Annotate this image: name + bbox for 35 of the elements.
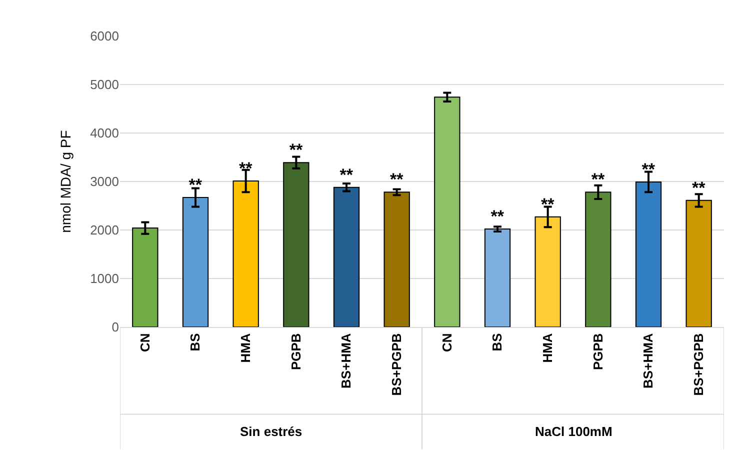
data-label: ** — [490, 207, 504, 226]
x-tick-label: BS+PGPB — [691, 333, 706, 396]
y-tick-label: 0 — [112, 320, 119, 335]
x-tick-label: BS — [188, 332, 203, 352]
x-tick-label: HMA — [238, 332, 254, 363]
y-tick-label: 5000 — [90, 77, 119, 92]
data-label: ** — [188, 176, 202, 195]
data-label: ** — [541, 194, 555, 214]
x-tick-label: HMA — [540, 332, 556, 363]
data-label: ** — [642, 160, 656, 179]
y-tick-label: 6000 — [90, 28, 119, 44]
x-tick-label: PGPB — [590, 333, 606, 370]
x-tick-label: BS+HMA — [338, 332, 354, 388]
x-tick-label: BS+HMA — [640, 332, 656, 388]
text: NaCl 100mM — [535, 424, 612, 439]
x-tick-label: CN — [137, 333, 152, 352]
bar — [484, 228, 511, 327]
data-label: ** — [390, 170, 404, 190]
x-tick-label: BS+PGPB — [389, 333, 404, 396]
y-tick-label: 2000 — [90, 222, 119, 238]
y-axis-title: nmol MDA/ g PF — [58, 130, 74, 233]
bar — [384, 192, 410, 327]
data-label: ** — [289, 140, 303, 160]
y-tick-label: 1000 — [90, 271, 119, 286]
x-tick-label: PGPB — [288, 333, 304, 370]
bar — [333, 186, 360, 327]
data-label: ** — [692, 178, 706, 198]
data-label: ** — [239, 159, 253, 178]
x-tick-label: CN — [439, 333, 454, 352]
data-label: ** — [591, 170, 605, 190]
y-tick-label: 3000 — [90, 174, 119, 190]
x-tick-label: BS — [490, 332, 505, 352]
data-label: ** — [340, 165, 354, 184]
text: Sin estrés — [240, 424, 302, 439]
y-tick-label: 4000 — [90, 126, 119, 141]
